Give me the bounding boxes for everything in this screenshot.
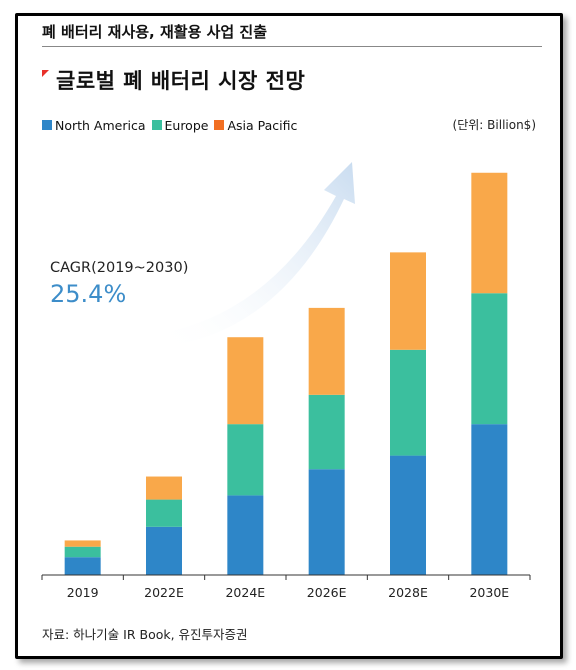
- bar-europe-2019: [64, 546, 101, 558]
- legend-item-asia-pacific: Asia Pacific: [214, 118, 297, 133]
- bar-europe-2030e: [471, 293, 508, 425]
- unit-label: (단위: Billion$): [452, 118, 536, 132]
- legend-item-north-america: North America: [42, 118, 146, 133]
- legend-label-asia-pacific: Asia Pacific: [227, 117, 298, 133]
- trend-arrow: [156, 162, 355, 348]
- legend-swatch-north-america: [42, 120, 52, 130]
- header-title: 폐 배터리 재사용, 재활용 사업 진출: [42, 18, 542, 47]
- title-marker: [42, 70, 49, 77]
- bar-north-america-2024e: [227, 495, 264, 575]
- bar-europe-2028e: [390, 349, 426, 456]
- x-tick-label: 2022E: [144, 585, 184, 600]
- chart-title: 글로벌 폐 배터리 시장 전망: [56, 69, 306, 93]
- bar-europe-2022e: [146, 499, 182, 527]
- cagr-label: CAGR(2019~2030): [50, 260, 189, 276]
- legend-label-north-america: North America: [55, 117, 146, 133]
- bar-asia-pacific-2022e: [146, 476, 182, 500]
- legend-swatch-europe: [151, 120, 162, 130]
- bar-asia-pacific-2024e: [227, 337, 264, 425]
- x-tick-label: 2024E: [225, 585, 265, 600]
- bar-north-america-2028e: [390, 455, 426, 575]
- bar-north-america-2019: [64, 557, 101, 575]
- x-tick-label: 2030E: [469, 585, 509, 600]
- figure-frame: 폐 배터리 재사용, 재활용 사업 진출 글로벌 폐 배터리 시장 전망 Nor…: [15, 13, 563, 659]
- legend: North America Europe Asia Pacific: [42, 116, 303, 134]
- legend-item-europe: Europe: [151, 117, 209, 133]
- bar-asia-pacific-2030e: [471, 172, 508, 294]
- source-note: 자료: 하나기술 IR Book, 유진투자증권: [42, 627, 248, 642]
- cagr-value: 25.4%: [50, 280, 127, 308]
- bar-asia-pacific-2026e: [308, 307, 345, 395]
- bar-north-america-2026e: [308, 469, 345, 575]
- legend-label-europe: Europe: [164, 117, 209, 133]
- x-tick-label: 2028E: [388, 585, 428, 600]
- x-tick-label: 2019: [67, 585, 99, 600]
- bar-asia-pacific-2019: [64, 540, 101, 547]
- legend-swatch-asia-pacific: [214, 120, 225, 130]
- bar-asia-pacific-2028e: [390, 252, 426, 350]
- bar-north-america-2022e: [146, 526, 182, 575]
- bar-europe-2026e: [308, 394, 345, 470]
- bar-europe-2024e: [227, 424, 264, 496]
- x-ticks-group: 2019 2022E 2024E 2026E 2028E 2030E: [41, 575, 531, 600]
- bar-north-america-2030e: [471, 424, 508, 575]
- bars-group: [64, 172, 508, 575]
- chart-plot: 2019 2022E 2024E 2026E 2028E 2030E: [41, 162, 531, 600]
- chart-title-block: 글로벌 폐 배터리 시장 전망: [42, 64, 462, 98]
- x-tick-label: 2026E: [307, 585, 347, 600]
